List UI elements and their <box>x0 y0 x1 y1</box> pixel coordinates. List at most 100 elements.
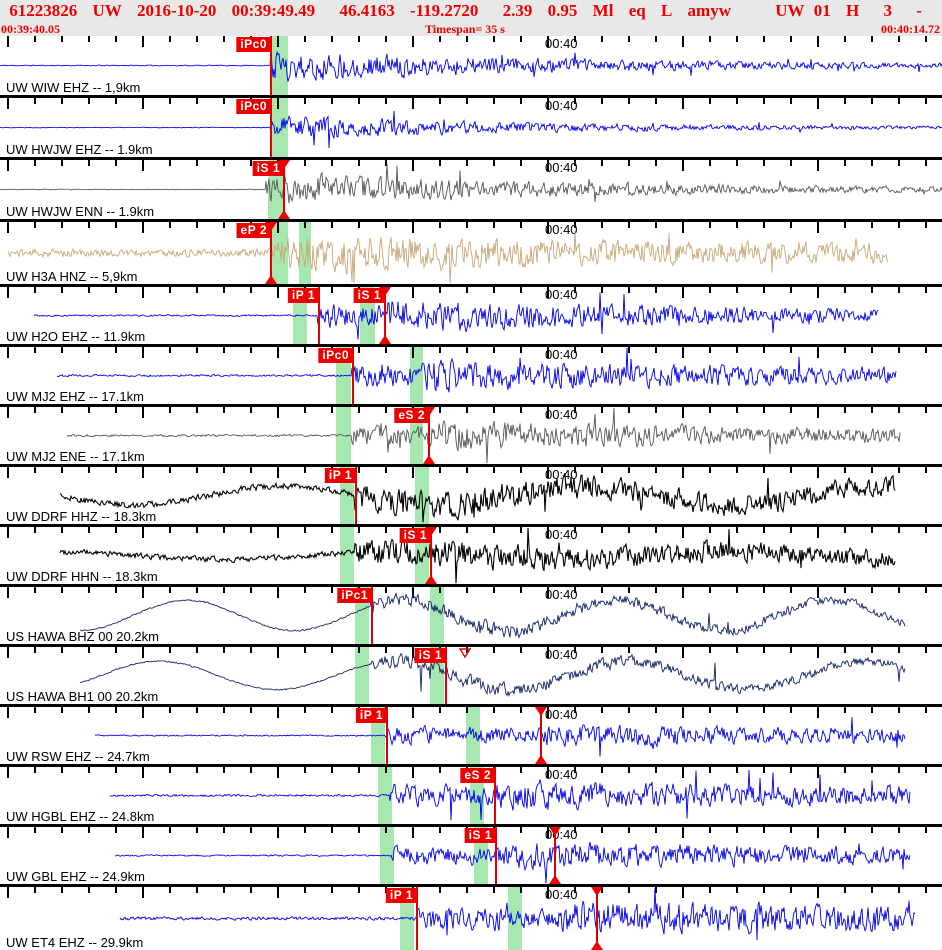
phase-pick-label[interactable]: iS 1 <box>252 161 284 176</box>
axis-time-label: 00:40 <box>545 36 578 51</box>
station-channel-label: UW MJ2 EHZ -- 17.1km <box>6 389 144 404</box>
timespan-bar: 00:39:40.05 Timespan= 35 s 00:40:14.72 <box>0 22 942 36</box>
waveform-trace <box>7 230 889 284</box>
axis-time-label: 00:40 <box>545 527 578 542</box>
phase-pick-label[interactable]: iS 1 <box>399 528 431 543</box>
phase-pick-label[interactable]: iPc1 <box>337 588 372 603</box>
phase-pick-label[interactable]: iS 1 <box>353 288 385 303</box>
phase-pick-line[interactable] <box>494 767 496 824</box>
phase-pick-line[interactable] <box>540 707 542 764</box>
phase-pick-line[interactable] <box>371 587 373 644</box>
phase-pick-line[interactable] <box>596 887 598 950</box>
phase-pick-line[interactable] <box>352 347 354 404</box>
trace-row[interactable]: 00:40 iPc1 US HAWA BHZ 00 20.2km <box>0 587 942 647</box>
phase-pick-line[interactable] <box>318 287 320 344</box>
trace-row[interactable]: 00:40 iS 1 UW DDRF HHN -- 18.3km <box>0 527 942 587</box>
trace-row[interactable]: 00:40 eP 2 UW H3A HNZ -- 5,9km <box>0 222 942 287</box>
magnitude-type: Ml <box>592 1 614 20</box>
trace-row[interactable]: 00:40 eS 2 UW MJ2 ENE -- 17.1km <box>0 407 942 467</box>
trace-row[interactable]: 00:40 eS 2 UW HGBL EHZ -- 24.8km <box>0 767 942 827</box>
pick-marker-triangle-icon <box>549 827 561 836</box>
trace-row[interactable]: 00:40 iP 1 UW DDRF HHZ -- 18.3km <box>0 467 942 527</box>
phase-pick-label[interactable]: iPc0 <box>236 37 271 52</box>
trace-row[interactable]: 00:40 iS 1 UW HWJW ENN -- 1.9km <box>0 160 942 222</box>
seismogram-trace-stack[interactable]: 00:40 iPc0 UW WIW EHZ -- 1,9km 00:40 iPc0 UW … <box>0 36 942 950</box>
magnitude: 0.95 <box>547 1 578 20</box>
phase-pick-line[interactable] <box>283 160 285 219</box>
waveform-trace <box>56 347 897 393</box>
pick-marker-triangle-icon <box>535 707 547 716</box>
phase-pick-label[interactable]: eP 2 <box>236 223 271 238</box>
phase-pick-label[interactable]: iP 1 <box>385 888 417 903</box>
phase-pick-line[interactable] <box>495 827 497 884</box>
pick-window-band <box>410 347 423 404</box>
phase-pick-line[interactable] <box>386 707 388 764</box>
axis-time-label: 00:40 <box>545 407 578 422</box>
unassociated-pick-triangle-icon <box>459 648 471 658</box>
trace-row[interactable]: 00:40 iP 1 UW ET4 EHZ -- 29.9km <box>0 887 942 950</box>
trace-row[interactable]: 00:40 iS 1 US HAWA BH1 00 20.2km <box>0 647 942 707</box>
pick-marker-triangle-icon <box>425 575 437 584</box>
phase-pick-label[interactable]: eS 2 <box>460 768 495 783</box>
phase-pick-line[interactable] <box>428 407 430 464</box>
event-header-bar: 61223826 UW 2016-10-20 00:39:49.49 46.41… <box>0 0 942 22</box>
trace-row[interactable]: 00:40 iPc0 UW MJ2 EHZ -- 17.1km <box>0 347 942 407</box>
axis-time-label: 00:40 <box>545 887 578 902</box>
phase-pick-line[interactable] <box>270 222 272 284</box>
pick-window-band <box>378 767 392 824</box>
latitude: 46.4163 <box>339 1 395 20</box>
phase-pick-label[interactable]: iPc0 <box>318 348 353 363</box>
header-dash: - <box>916 1 922 20</box>
waveform-trace <box>119 887 916 941</box>
timespan-label: Timespan= 35 s <box>425 22 505 36</box>
pick-marker-triangle-icon <box>591 941 603 950</box>
station-channel-label: UW DDRF HHN -- 18.3km <box>6 569 158 584</box>
trace-row[interactable]: 00:40 iS 1 UW GBL EHZ -- 24.9km <box>0 827 942 887</box>
station-channel-label: UW H3A HNZ -- 5,9km <box>6 269 138 284</box>
waveform-trace <box>109 770 911 821</box>
station-channel-label: UW WIW EHZ -- 1,9km <box>6 80 141 95</box>
phase-pick-line[interactable] <box>430 527 432 584</box>
axis-time-label: 00:40 <box>545 467 578 482</box>
phase-pick-line[interactable] <box>384 287 386 344</box>
phase-pick-line[interactable] <box>445 647 447 704</box>
quality-letter: L <box>660 1 673 20</box>
network-code: UW <box>92 1 122 20</box>
pick-marker-triangle-icon <box>425 527 437 536</box>
phase-pick-label[interactable]: iP 1 <box>324 468 356 483</box>
pick-window-band <box>299 222 311 284</box>
axis-time-label: 00:40 <box>545 587 578 602</box>
waveform-trace <box>33 292 879 340</box>
waveform-trace <box>79 652 906 698</box>
phase-pick-label[interactable]: iS 1 <box>414 648 446 663</box>
pick-window-band <box>355 647 369 704</box>
trace-row[interactable]: 00:40 iP 1 iS 1 UW H2O EHZ -- 11.9km <box>0 287 942 347</box>
waveform-trace <box>114 841 911 884</box>
station-channel-label: UW HWJW ENN -- 1.9km <box>6 204 155 219</box>
phase-pick-label[interactable]: iP 1 <box>355 708 387 723</box>
phase-pick-line[interactable] <box>554 827 556 884</box>
pick-marker-triangle-icon <box>265 275 277 284</box>
phase-pick-label[interactable]: iPc0 <box>236 99 271 114</box>
depth-km: 2.39 <box>502 1 533 20</box>
pick-window-band <box>430 587 444 644</box>
phase-pick-label[interactable]: eS 2 <box>394 408 429 423</box>
station-channel-label: UW HWJW EHZ -- 1.9km <box>6 142 153 157</box>
pick-window-band <box>466 707 480 764</box>
phase-pick-label[interactable]: iS 1 <box>464 828 496 843</box>
pick-window-band <box>272 98 288 157</box>
station-channel-label: UW MJ2 ENE -- 17.1km <box>6 449 145 464</box>
trace-row[interactable]: 00:40 iP 1 UW RSW EHZ -- 24.7km <box>0 707 942 767</box>
phase-pick-line[interactable] <box>270 98 272 157</box>
phase-pick-line[interactable] <box>355 467 357 524</box>
station-channel-label: US HAWA BHZ 00 20.2km <box>6 629 159 644</box>
phase-pick-line[interactable] <box>270 36 272 95</box>
phase-pick-line[interactable] <box>416 887 418 950</box>
trace-row[interactable]: 00:40 iPc0 UW HWJW EHZ -- 1.9km <box>0 98 942 160</box>
axis-time-label: 00:40 <box>545 347 578 362</box>
origin-time: 00:39:49.49 <box>231 1 316 20</box>
phase-pick-label[interactable]: iP 1 <box>287 288 319 303</box>
pick-marker-triangle-icon <box>423 407 435 416</box>
trace-row[interactable]: 00:40 iPc0 UW WIW EHZ -- 1,9km <box>0 36 942 98</box>
waveform-trace <box>80 592 906 639</box>
